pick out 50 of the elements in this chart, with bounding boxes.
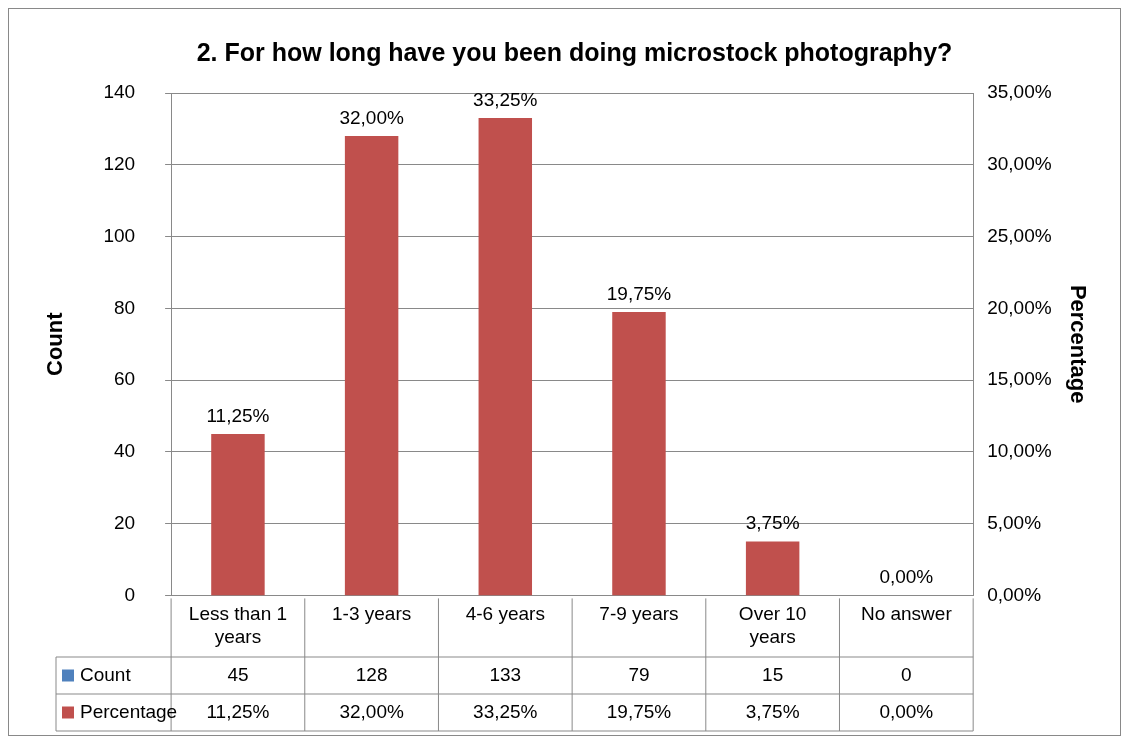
text: 45 <box>227 663 249 685</box>
y2-tick-label: 20,00% <box>987 296 1052 318</box>
data-label: 11,25% <box>206 700 270 722</box>
data-label: 0,00% <box>879 700 934 722</box>
y2-tick-label: 30,00% <box>987 153 1052 175</box>
data-label: 3,75% <box>745 700 800 722</box>
x-tick-label: Less than 1 years <box>188 603 288 647</box>
y2-tick-label: 15,00% <box>987 368 1052 390</box>
text: 32,00% <box>339 106 404 128</box>
y2-axis-title: Percentage <box>1065 284 1091 404</box>
data-label: 33,25% <box>473 700 538 722</box>
data-label: 19,75% <box>606 700 672 722</box>
y2-tick-label: 25,00% <box>987 224 1052 246</box>
text: 33,25% <box>473 88 538 110</box>
x-tick-label: 4-6 years <box>465 603 545 625</box>
bar <box>344 136 399 596</box>
y-axis-title: Count <box>42 311 68 376</box>
x-tick-label: Over 10 years <box>738 603 807 647</box>
bar <box>745 541 800 596</box>
y2-tick-label: 10,00% <box>987 440 1052 462</box>
text: 3,75% <box>745 512 800 534</box>
y-tick-label: 140 <box>103 81 136 103</box>
legend-label: Percentage <box>80 700 178 722</box>
x-tick-label: 1-3 years <box>332 603 412 625</box>
legend-label: Count <box>80 663 132 685</box>
y-tick-label: 120 <box>103 153 136 175</box>
text: 15 <box>762 663 784 685</box>
bar <box>478 118 533 596</box>
y-tick-label: 20 <box>113 511 136 533</box>
text: 0 <box>901 663 912 685</box>
chart-title: 2. For how long have you been doing microstock photography? <box>196 37 953 66</box>
text: 128 <box>355 663 388 685</box>
x-tick-label: 7-9 years <box>599 603 679 625</box>
x-tick-label: No answer <box>860 603 953 625</box>
y-tick-label: 40 <box>113 440 136 462</box>
y2-tick-label: 35,00% <box>987 81 1052 103</box>
text: 11,25% <box>206 404 270 426</box>
y2-tick-label: 0,00% <box>987 583 1042 605</box>
text: 133 <box>489 663 522 685</box>
bar <box>612 311 666 596</box>
y-tick-label: 100 <box>103 224 136 246</box>
y-tick-label: 60 <box>113 368 136 390</box>
text: 0,00% <box>879 566 934 588</box>
y2-tick-label: 5,00% <box>987 511 1042 533</box>
text: 19,75% <box>606 282 672 304</box>
y-tick-label: 0 <box>124 583 136 605</box>
bar <box>211 433 265 596</box>
data-label: 32,00% <box>339 700 404 722</box>
text: 79 <box>628 663 650 685</box>
y-tick-label: 80 <box>113 296 136 318</box>
